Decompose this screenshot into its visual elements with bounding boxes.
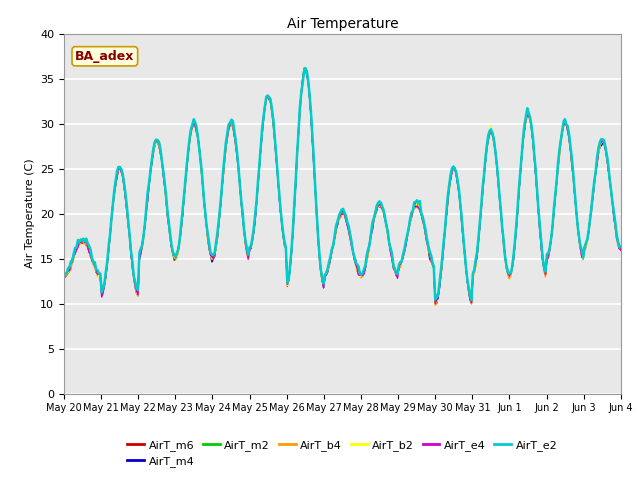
AirT_b2 (301, 66, 309, 72)
AirT_e2 (467, 292, 474, 298)
AirT_e4 (468, 300, 476, 306)
AirT_m2 (465, 288, 472, 294)
AirT_m6 (463, 278, 471, 284)
AirT_e4 (465, 288, 472, 293)
AirT_e4 (127, 251, 135, 257)
AirT_b4 (412, 205, 419, 211)
AirT_m4 (60, 273, 68, 279)
AirT_m2 (281, 240, 289, 246)
AirT_e4 (412, 204, 419, 210)
AirT_b4 (617, 246, 625, 252)
AirT_e4 (301, 66, 309, 72)
AirT_m2 (300, 65, 308, 71)
AirT_m6 (301, 66, 309, 72)
AirT_m6 (281, 243, 289, 249)
Y-axis label: Air Temperature (C): Air Temperature (C) (24, 159, 35, 268)
AirT_b4 (281, 241, 289, 247)
AirT_e4 (431, 300, 439, 306)
AirT_m6 (468, 301, 476, 307)
AirT_e2 (463, 276, 471, 282)
AirT_b2 (431, 300, 439, 305)
AirT_m2 (60, 274, 68, 279)
AirT_b2 (127, 249, 135, 255)
AirT_b2 (281, 241, 289, 247)
AirT_m6 (412, 199, 419, 205)
AirT_b4 (241, 241, 249, 247)
AirT_e4 (241, 238, 249, 244)
AirT_b4 (127, 249, 135, 254)
AirT_b4 (468, 301, 476, 307)
AirT_m4 (301, 67, 309, 72)
AirT_m4 (412, 201, 419, 206)
AirT_m2 (617, 246, 625, 252)
Line: AirT_e4: AirT_e4 (64, 69, 621, 303)
Line: AirT_m2: AirT_m2 (64, 68, 621, 304)
AirT_e2 (127, 248, 135, 254)
AirT_b2 (617, 248, 625, 253)
AirT_b2 (412, 203, 419, 209)
AirT_e4 (60, 275, 68, 280)
AirT_e2 (241, 237, 249, 242)
Title: Air Temperature: Air Temperature (287, 17, 398, 31)
Line: AirT_b4: AirT_b4 (64, 69, 621, 305)
AirT_m4 (241, 239, 249, 245)
AirT_e2 (281, 239, 289, 244)
AirT_e2 (468, 297, 476, 303)
AirT_b4 (431, 302, 439, 308)
AirT_b2 (60, 272, 68, 278)
Text: BA_adex: BA_adex (75, 50, 134, 63)
AirT_m4 (127, 251, 135, 257)
AirT_m2 (431, 301, 439, 307)
Line: AirT_m4: AirT_m4 (64, 70, 621, 303)
AirT_m4 (465, 288, 472, 294)
AirT_b4 (465, 288, 472, 294)
AirT_m2 (412, 201, 419, 207)
AirT_m4 (433, 300, 440, 306)
AirT_m4 (617, 246, 625, 252)
AirT_m4 (281, 241, 289, 247)
AirT_e4 (281, 240, 289, 246)
AirT_m6 (241, 241, 249, 247)
AirT_e2 (617, 244, 625, 250)
AirT_e2 (412, 199, 419, 204)
Line: AirT_b2: AirT_b2 (64, 69, 621, 302)
AirT_m6 (60, 273, 68, 279)
AirT_m2 (127, 246, 135, 252)
AirT_e2 (301, 65, 309, 71)
AirT_m2 (468, 300, 476, 305)
AirT_b2 (465, 288, 472, 294)
AirT_m2 (241, 238, 249, 244)
AirT_b2 (468, 299, 476, 305)
AirT_m6 (127, 250, 135, 255)
AirT_m6 (467, 297, 474, 302)
AirT_e2 (60, 272, 68, 278)
Line: AirT_m6: AirT_m6 (64, 69, 621, 304)
Legend: AirT_m6, AirT_m4, AirT_m2, AirT_b4, AirT_b2, AirT_e4, AirT_e2: AirT_m6, AirT_m4, AirT_m2, AirT_b4, AirT… (123, 435, 562, 471)
AirT_b2 (241, 238, 249, 244)
AirT_b4 (60, 274, 68, 280)
AirT_m6 (617, 245, 625, 251)
AirT_b4 (301, 66, 309, 72)
AirT_e4 (617, 248, 625, 253)
Line: AirT_e2: AirT_e2 (64, 68, 621, 300)
AirT_m4 (468, 299, 476, 305)
